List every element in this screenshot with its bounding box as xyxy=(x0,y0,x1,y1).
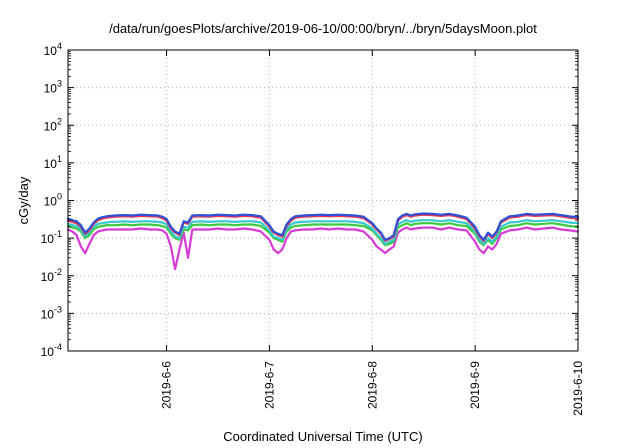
y-tick-label: 103 xyxy=(44,79,62,96)
series-line-5 xyxy=(66,226,580,271)
y-tick-label: 101 xyxy=(44,154,62,171)
y-tick-label: 10-1 xyxy=(41,229,62,246)
x-tick-label: 2019-6-9 xyxy=(468,361,482,409)
x-tick-label: 2019-6-8 xyxy=(365,361,379,409)
series-layer xyxy=(66,212,580,271)
series-line-3 xyxy=(66,219,580,246)
y-tick-label: 100 xyxy=(44,192,62,209)
x-tick-label: 2019-6-6 xyxy=(160,361,174,409)
y-tick-labels: 10-4 10-3 10-2 10-1 100 101 102 103 104 xyxy=(41,41,62,359)
y-tick-label: 10-3 xyxy=(41,304,62,321)
x-axis-label: Coordinated Universal Time (UTC) xyxy=(223,429,422,444)
y-tick-label: 10-2 xyxy=(41,267,62,284)
ticks xyxy=(68,49,579,352)
chart-title: /data/run/goesPlots/archive/2019-06-10/0… xyxy=(109,21,537,36)
y-tick-label: 10-4 xyxy=(41,342,62,359)
x-tick-label: 2019-6-10 xyxy=(571,361,585,416)
grid xyxy=(68,50,578,351)
x-tick-label: 2019-6-7 xyxy=(262,361,276,409)
y-axis-label: cGy/day xyxy=(16,176,31,224)
x-tick-labels: 2019-6-6 2019-6-7 2019-6-8 2019-6-9 2019-6-1… xyxy=(160,361,585,416)
y-tick-label: 102 xyxy=(44,116,62,133)
y-tick-label: 104 xyxy=(44,41,62,58)
series-line-1 xyxy=(66,212,580,241)
